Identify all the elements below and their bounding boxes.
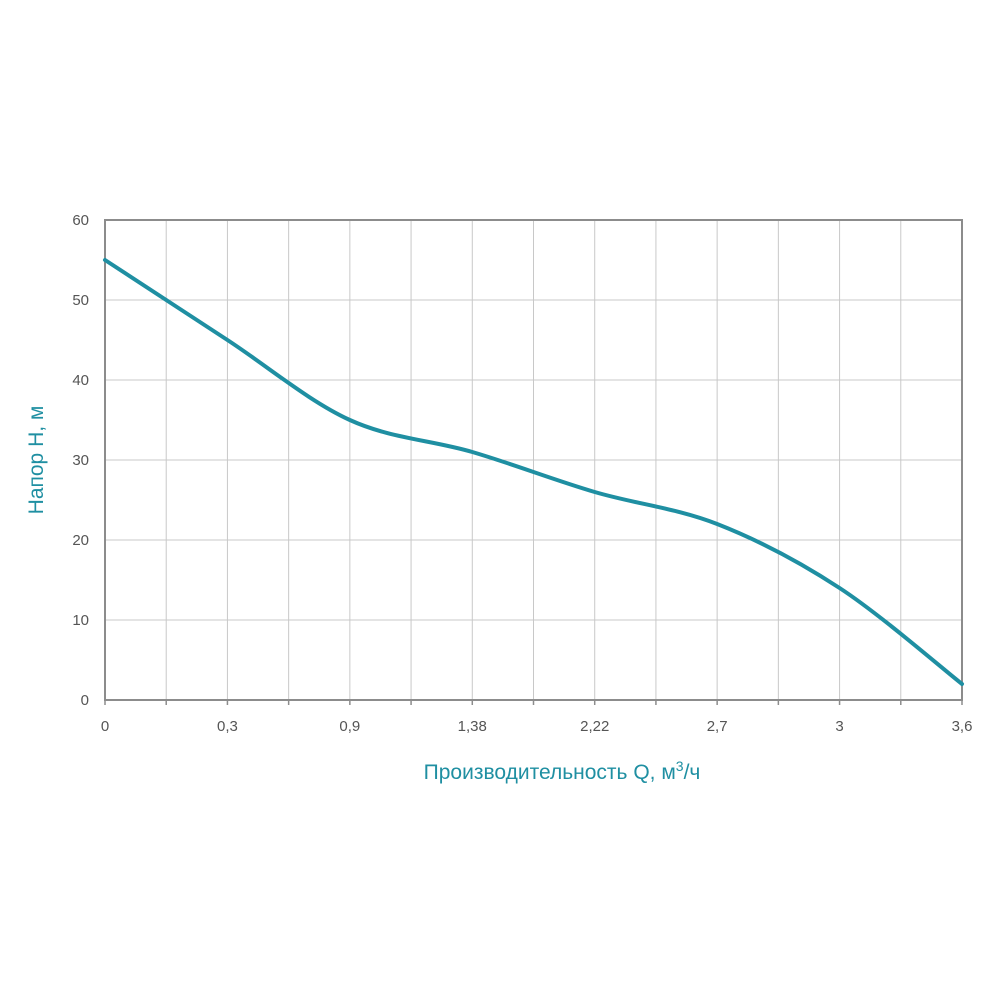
x-tick-label: 0,3 (217, 718, 238, 735)
x-axis-title-suffix: /ч (684, 761, 701, 784)
x-tick-labels: 0 0,3 0,9 1,38 2,22 2,7 3 3,6 (101, 718, 973, 735)
x-tick-label: 0 (101, 718, 109, 735)
x-tick-label: 1,38 (458, 718, 487, 735)
y-axis-title: Напор H, м (25, 406, 48, 515)
x-axis-title-superscript: 3 (676, 758, 684, 774)
series-line (103, 258, 964, 686)
y-tick-label: 40 (72, 372, 89, 389)
x-axis-title-main: Производительность Q, м (424, 761, 676, 784)
x-axis-title: Производительность Q, м3/ч (424, 758, 701, 784)
series-layer (103, 258, 964, 686)
y-tick-label: 50 (72, 292, 89, 309)
x-tick-label: 0,9 (339, 718, 360, 735)
y-tick-label: 60 (72, 212, 89, 229)
x-tick-label: 3,6 (952, 718, 973, 735)
grid-lines (105, 220, 962, 700)
x-tick-label: 2,22 (580, 718, 609, 735)
x-tick-label: 3 (835, 718, 843, 735)
x-tick-label: 2,7 (707, 718, 728, 735)
y-tick-label: 20 (72, 532, 89, 549)
y-tick-labels: 0 10 20 30 40 50 60 (72, 212, 89, 709)
y-tick-label: 30 (72, 452, 89, 469)
y-tick-label: 0 (81, 692, 89, 709)
y-tick-label: 10 (72, 612, 89, 629)
plot-frame (104, 219, 963, 705)
